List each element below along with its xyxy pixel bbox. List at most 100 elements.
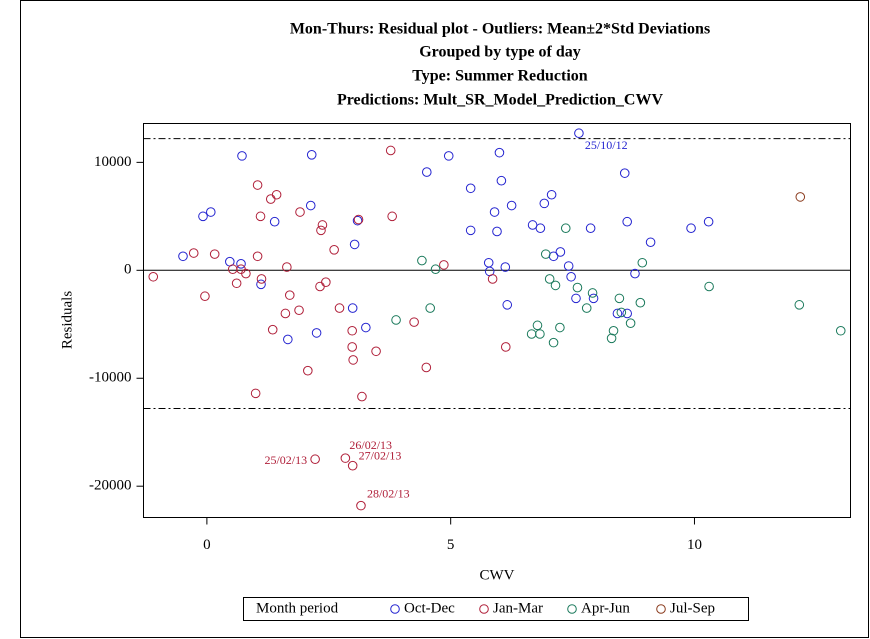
data-point <box>178 251 188 262</box>
chart-subtitle: Grouped by type of day <box>419 44 581 61</box>
data-point <box>294 305 304 316</box>
y-axis-label: Residuals <box>59 291 75 349</box>
y-tick-label: 10000 <box>94 154 132 170</box>
data-point <box>635 297 646 308</box>
data-point <box>269 216 280 227</box>
legend-title: Month period <box>256 600 339 616</box>
data-point <box>391 315 401 325</box>
data-point <box>340 453 351 463</box>
data-point <box>550 280 561 291</box>
data-point <box>305 200 316 211</box>
data-point <box>348 355 358 365</box>
data-point <box>430 264 441 275</box>
x-tick-label: 5 <box>447 537 455 553</box>
legend-label: Apr-Jun <box>581 600 630 616</box>
data-point <box>205 207 216 217</box>
data-point <box>282 262 292 272</box>
legend-marker <box>656 604 666 614</box>
data-point <box>256 279 266 290</box>
data-point <box>310 454 320 465</box>
y-tick-label: -20000 <box>89 478 132 494</box>
data-point <box>585 223 596 234</box>
y-tick-label: 0 <box>124 262 132 278</box>
data-point <box>555 322 565 333</box>
x-tick-label: 10 <box>687 537 702 553</box>
legend-marker <box>567 604 577 614</box>
data-point <box>252 180 263 190</box>
data-point <box>587 288 598 298</box>
data-point <box>356 500 366 511</box>
point-label: 26/02/13 <box>349 438 392 452</box>
data-point <box>371 346 381 357</box>
chart-subtitle: Type: Summer Reduction <box>412 68 588 85</box>
legend-marker <box>390 604 400 614</box>
data-point <box>506 200 517 211</box>
data-point <box>566 271 576 282</box>
data-point <box>563 261 574 271</box>
data-point <box>496 175 507 186</box>
x-axis-label: CWV <box>480 567 515 583</box>
frame <box>20 0 869 638</box>
data-point <box>625 318 636 328</box>
data-point <box>546 189 557 200</box>
data-point <box>347 303 358 313</box>
data-point <box>317 220 328 230</box>
data-point <box>645 237 656 248</box>
data-point <box>353 214 364 225</box>
data-point <box>321 277 331 287</box>
data-point <box>492 226 502 237</box>
data-point <box>425 303 436 313</box>
data-point <box>622 308 632 319</box>
data-point <box>256 274 267 284</box>
data-point <box>560 223 571 234</box>
data-point <box>306 150 317 160</box>
data-point <box>572 282 583 293</box>
point-label: 27/02/13 <box>359 448 402 462</box>
legend-label: Jan-Mar <box>493 600 543 616</box>
data-point <box>606 333 617 344</box>
data-point <box>237 151 247 161</box>
data-point <box>539 198 550 209</box>
data-point <box>347 325 357 336</box>
data-point <box>614 293 625 304</box>
data-point <box>465 225 476 236</box>
data-point <box>417 255 427 266</box>
legend-marker <box>479 604 489 614</box>
data-point <box>284 290 295 300</box>
data-point <box>316 225 326 236</box>
data-point <box>535 329 545 339</box>
y-tick-label: -10000 <box>89 370 132 386</box>
data-point <box>271 189 282 200</box>
legend <box>243 597 749 621</box>
data-point <box>619 168 630 178</box>
data-point <box>198 211 208 222</box>
data-point <box>236 259 246 269</box>
data-point <box>637 257 648 268</box>
data-point <box>494 147 505 158</box>
data-point <box>686 223 696 234</box>
data-point <box>250 388 261 399</box>
data-point <box>347 342 357 352</box>
data-point <box>295 207 305 217</box>
data-point <box>311 328 322 338</box>
data-point <box>439 260 449 270</box>
data-point <box>622 216 632 227</box>
data-point <box>794 300 805 310</box>
data-point <box>255 211 266 222</box>
data-point <box>835 325 846 336</box>
data-point <box>703 216 714 227</box>
data-point <box>443 151 454 161</box>
data-point <box>385 145 396 156</box>
x-tick-label: 0 <box>203 537 211 553</box>
data-point <box>280 308 291 319</box>
chart-title: Mon-Thurs: Residual plot - Outliers: Mea… <box>290 21 710 38</box>
data-point <box>267 324 278 335</box>
data-point <box>241 268 251 279</box>
data-point <box>421 362 432 373</box>
legend-label: Jul-Sep <box>670 600 715 616</box>
data-point <box>352 215 363 226</box>
data-point <box>630 268 640 279</box>
data-point <box>188 248 199 258</box>
legend-label: Oct-Dec <box>404 600 455 616</box>
